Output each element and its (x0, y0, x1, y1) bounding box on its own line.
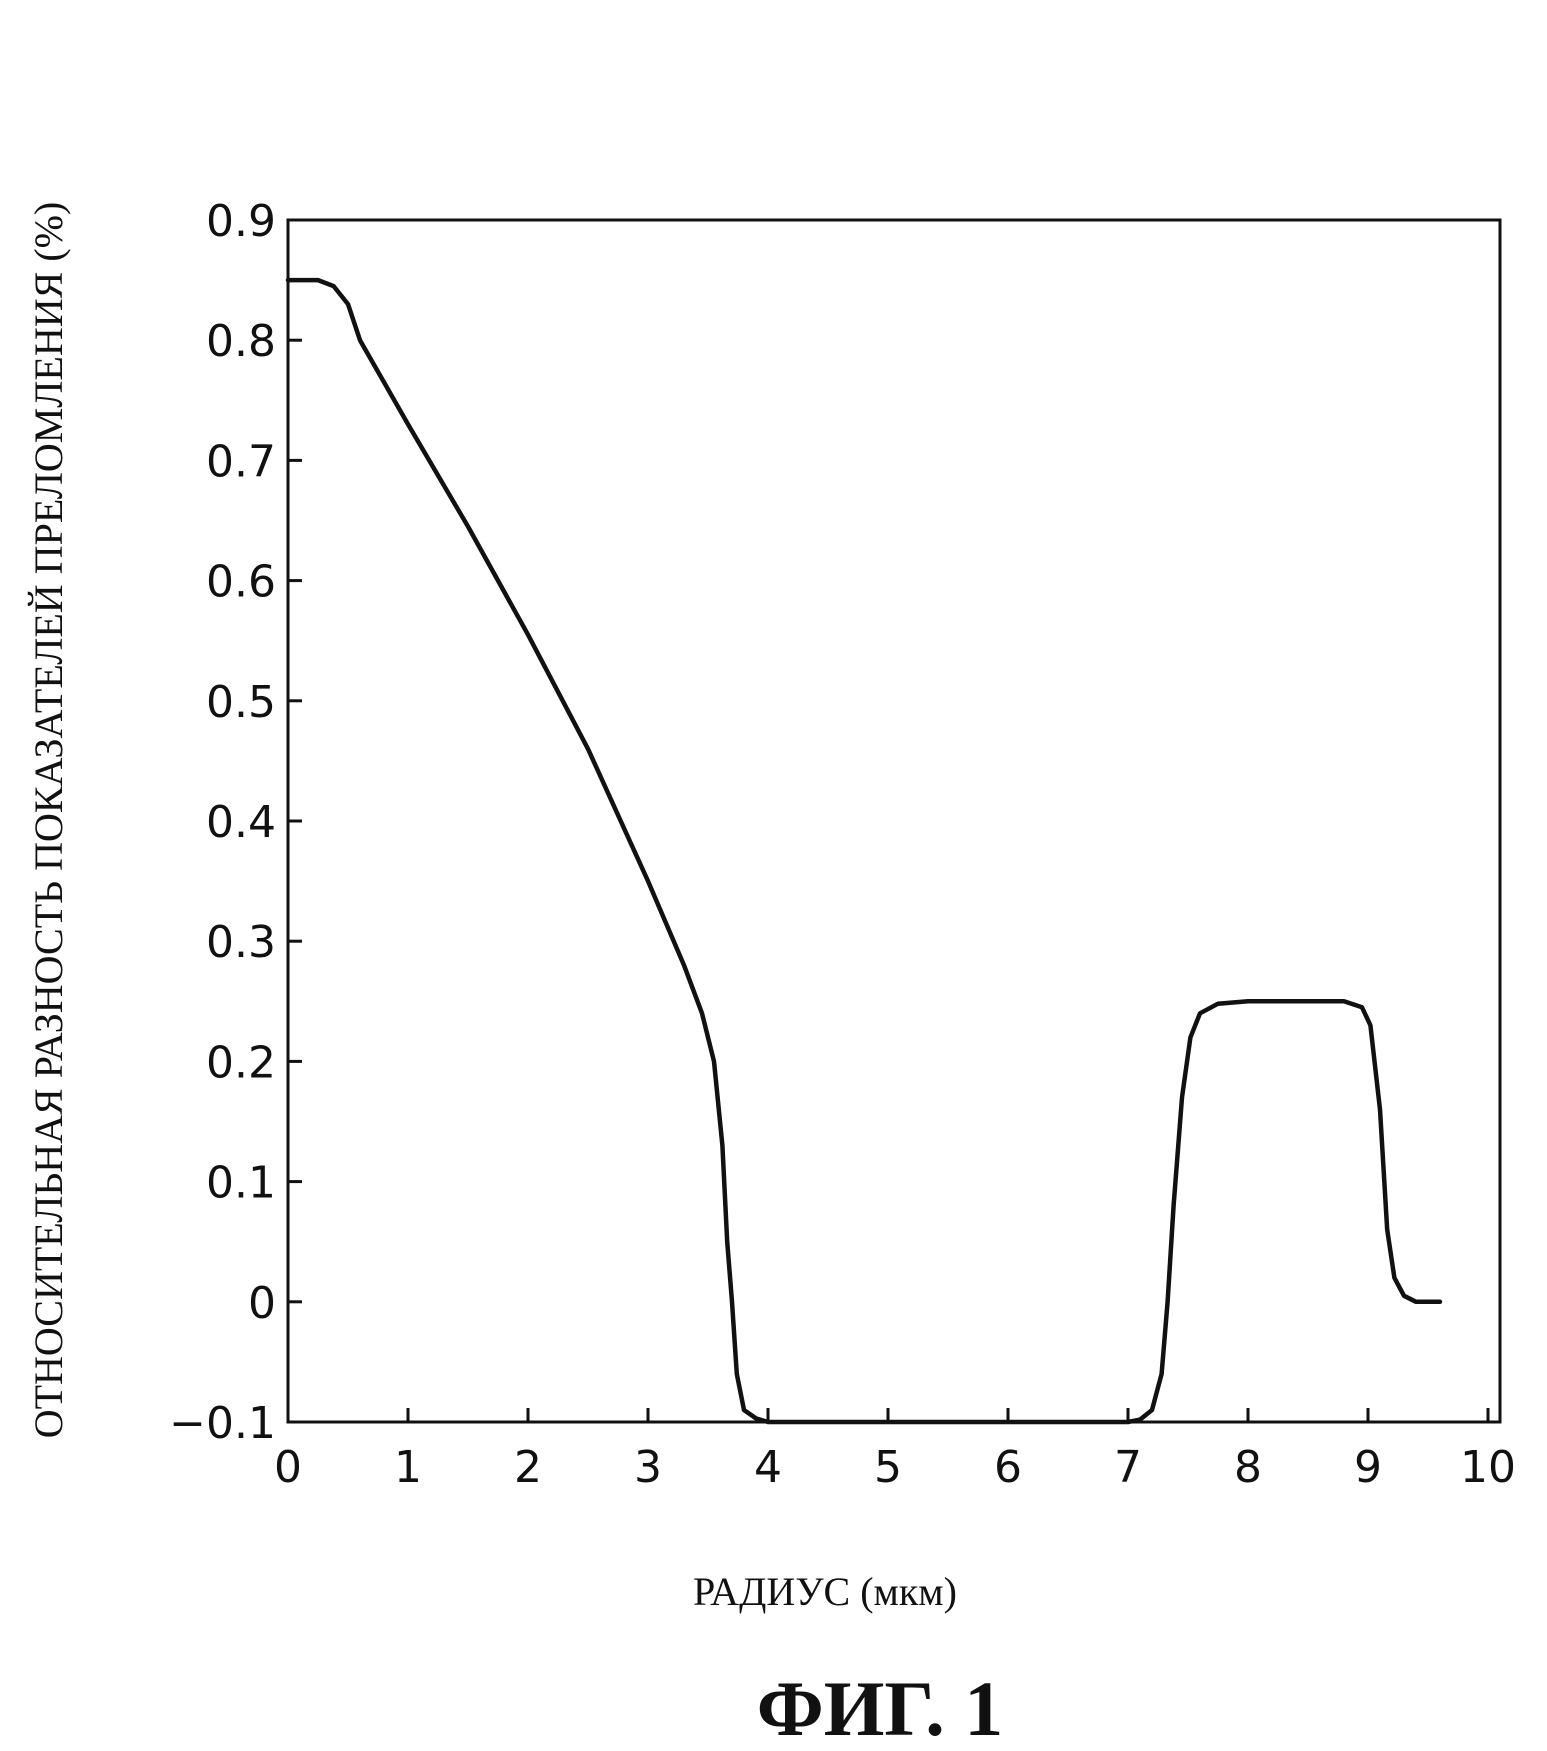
x-tick-label: 5 (874, 1442, 902, 1493)
x-axis-label: РАДИУС (мкм) (693, 1569, 957, 1614)
y-tick-label: 0.1 (206, 1158, 276, 1209)
x-tick-label: 2 (514, 1442, 542, 1493)
y-tick-label: 0.7 (206, 436, 276, 487)
y-tick-label: 0.3 (206, 917, 276, 968)
x-tick-label: 10 (1460, 1442, 1516, 1493)
y-tick-label: 0.4 (206, 797, 276, 848)
y-tick-label: 0.5 (206, 677, 276, 728)
x-tick-label: 4 (754, 1442, 782, 1493)
x-tick-label: 0 (274, 1442, 302, 1493)
y-tick-label: 0.8 (206, 316, 276, 367)
y-axis-label: ОТНОСИТЕЛЬНАЯ РАЗНОСТЬ ПОКАЗАТЕЛЕЙ ПРЕЛО… (26, 202, 71, 1439)
x-tick-label: 8 (1234, 1442, 1262, 1493)
x-tick-label: 1 (394, 1442, 422, 1493)
x-tick-label: 6 (994, 1442, 1022, 1493)
plot-frame (288, 220, 1500, 1422)
x-tick-label: 7 (1114, 1442, 1142, 1493)
figure-caption: ФИГ. 1 (757, 1665, 1004, 1751)
y-tick-label: 0.6 (206, 557, 276, 608)
y-tick-label: 0.2 (206, 1037, 276, 1088)
y-tick-label: 0 (248, 1278, 276, 1329)
y-axis-ticks: −0.1 0 0.1 0.2 0.3 0.4 0.5 0.6 0.7 0.8 0.9 (169, 196, 302, 1449)
x-tick-label: 3 (634, 1442, 662, 1493)
y-tick-label: 0.9 (206, 196, 276, 247)
y-tick-label: −0.1 (169, 1398, 276, 1449)
x-tick-label: 9 (1354, 1442, 1382, 1493)
series-line-refractive-index (288, 280, 1440, 1422)
